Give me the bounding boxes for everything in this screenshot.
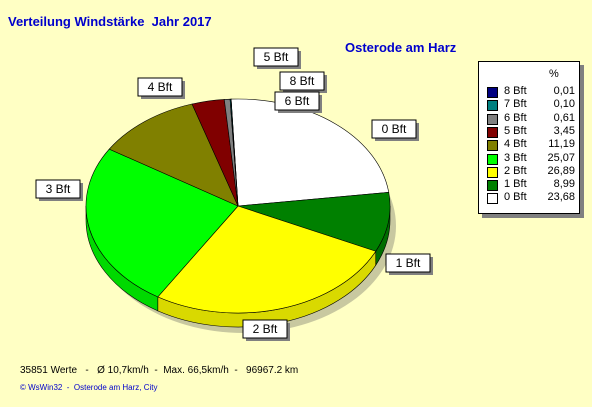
legend-value: 3,45 xyxy=(553,124,575,137)
svg-text:0 Bft: 0 Bft xyxy=(382,122,407,136)
pie-slice-3-bft xyxy=(85,148,239,298)
legend-value: 23,68 xyxy=(547,191,575,204)
pie-slice-1-bft xyxy=(237,192,391,252)
statistics-line: 35851 Werte - Ø 10,7km/h - Max. 66,5km/h… xyxy=(20,365,299,376)
callout-1-bft: 1 Bft xyxy=(385,253,433,275)
callout-5-bft: 5 Bft xyxy=(253,47,301,69)
legend-value: 8,99 xyxy=(553,178,575,191)
svg-text:5 Bft: 5 Bft xyxy=(264,50,289,64)
chart-legend: % 8 Bft 0,01 7 Bft 0,10 6 Bft 0,61 5 Bft 3,45 4 … xyxy=(478,61,580,214)
legend-swatch xyxy=(487,113,498,125)
legend-swatch xyxy=(487,140,498,152)
callout-6-bft: 6 Bft xyxy=(274,91,322,113)
legend-swatch xyxy=(487,166,498,178)
svg-text:4 Bft: 4 Bft xyxy=(148,80,173,94)
pie-slice-8-bft xyxy=(230,98,239,207)
pie-slice-0-bft xyxy=(230,98,390,207)
legend-swatch xyxy=(487,100,498,112)
legend-item-2-bft: 2 Bft 26,89 xyxy=(487,164,575,178)
legend-percent-header: % xyxy=(549,68,559,80)
legend-swatch xyxy=(487,153,498,165)
legend-label: 5 Bft xyxy=(504,124,527,137)
legend-label: 8 Bft xyxy=(504,85,527,97)
legend-swatch xyxy=(487,193,498,205)
legend-label: 6 Bft xyxy=(504,111,527,124)
legend-label: 3 Bft xyxy=(504,151,527,164)
station-name: Osterode am Harz xyxy=(345,40,457,55)
legend-swatch xyxy=(487,87,498,98)
legend-label: 4 Bft xyxy=(504,138,527,151)
svg-text:3 Bft: 3 Bft xyxy=(46,182,71,196)
legend-item-7-bft: 7 Bft 0,10 xyxy=(487,98,575,112)
pie-slice-2-bft xyxy=(157,205,377,314)
callout-2-bft: 2 Bft xyxy=(242,319,290,341)
legend-item-6-bft: 6 Bft 0,61 xyxy=(487,111,575,125)
legend-item-5-bft: 5 Bft 3,45 xyxy=(487,124,575,138)
callout-0-bft: 0 Bft xyxy=(371,119,419,141)
svg-text:2 Bft: 2 Bft xyxy=(253,322,278,336)
callout-8-bft: 8 Bft xyxy=(279,71,327,93)
legend-item-4-bft: 4 Bft 11,19 xyxy=(487,138,575,152)
svg-text:6 Bft: 6 Bft xyxy=(285,94,310,108)
legend-value: 0,10 xyxy=(553,98,575,111)
legend-item-0-bft: 0 Bft 23,68 xyxy=(487,191,575,205)
credit-line: © WsWin32 - Osterode am Harz, City xyxy=(20,383,158,392)
callout-3-bft: 3 Bft xyxy=(35,179,83,201)
svg-text:8 Bft: 8 Bft xyxy=(290,74,315,88)
legend-swatch xyxy=(487,126,498,138)
legend-value: 11,19 xyxy=(548,138,575,151)
legend-label: 1 Bft xyxy=(504,178,527,191)
legend-value: 0,01 xyxy=(553,85,575,97)
legend-value: 26,89 xyxy=(547,164,575,177)
chart-title: Verteilung Windstärke Jahr 2017 xyxy=(8,14,212,29)
callout-4-bft: 4 Bft xyxy=(137,77,185,99)
svg-text:1 Bft: 1 Bft xyxy=(396,256,421,270)
legend-value: 25,07 xyxy=(547,151,575,164)
legend-item-3-bft: 3 Bft 25,07 xyxy=(487,151,575,165)
legend-value: 0,61 xyxy=(553,111,575,124)
legend-item-1-bft: 1 Bft 8,99 xyxy=(487,178,575,192)
pie-slice-4-bft xyxy=(108,103,239,207)
legend-item-8-bft: 8 Bft 0,01 xyxy=(487,85,575,98)
legend-label: 0 Bft xyxy=(504,191,527,204)
legend-label: 7 Bft xyxy=(504,98,527,111)
legend-swatch xyxy=(487,180,498,192)
legend-label: 2 Bft xyxy=(504,164,527,177)
